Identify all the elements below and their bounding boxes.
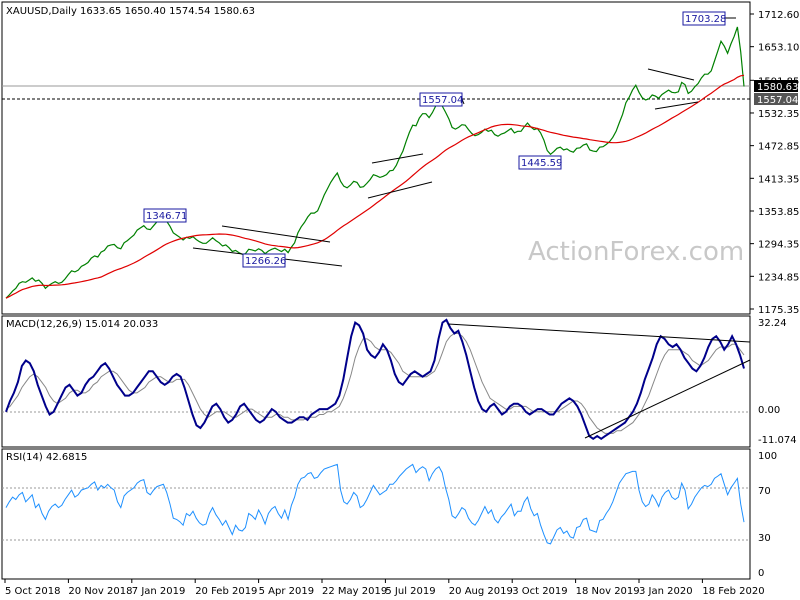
rsi-line xyxy=(5,463,745,545)
macd-line xyxy=(5,318,745,441)
x-tick-label: 3 Oct 2019 xyxy=(512,586,567,597)
macd-y-tick-label: 0.00 xyxy=(758,405,780,416)
price-y-tick-label: 1294.35 xyxy=(758,240,799,251)
price-y-tick-label: 1234.85 xyxy=(758,272,799,283)
flag-upper-line xyxy=(371,153,424,164)
macd-y-tick-label: 32.24 xyxy=(758,318,787,329)
rsi-y-tick-label: 70 xyxy=(758,486,771,497)
annotation-1703: 1703.28 xyxy=(685,14,726,25)
triangle-upper-line xyxy=(647,68,695,81)
x-tick-label: 3 Jan 2020 xyxy=(639,586,693,597)
rsi-y-tick-label: 100 xyxy=(758,451,777,462)
level-badge xyxy=(754,93,798,105)
price-right-labels: 1580.63 1557.04 xyxy=(754,80,798,106)
flag-lower-line xyxy=(367,181,433,199)
annotation-box-1703 xyxy=(682,11,726,26)
rsi-panel xyxy=(1,448,751,580)
x-tick-label: 5 Oct 2018 xyxy=(5,586,60,597)
macd-y-axis: 32.24 0.00 -11.074 xyxy=(758,318,797,446)
rsi-y-tick-label: 30 xyxy=(758,533,771,544)
annotation-1445: 1445.59 xyxy=(521,158,562,169)
price-series-line xyxy=(5,26,745,299)
rsi-y-axis: 100 70 30 0 xyxy=(758,451,777,579)
triangle-lower-line xyxy=(654,101,699,110)
price-y-tick-label: 1712.60 xyxy=(758,10,799,21)
x-tick-label: 18 Nov 2019 xyxy=(576,586,640,597)
macd-upper-trendline xyxy=(447,323,751,343)
x-tick-label: 20 Nov 2018 xyxy=(68,586,132,597)
price-y-tick-label: 1472.85 xyxy=(758,142,799,153)
x-axis: 5 Oct 2018 20 Nov 2018 7 Jan 2019 20 Feb 20… xyxy=(4,579,765,597)
watermark: ActionForex.com xyxy=(528,237,744,267)
price-y-tick-label: 1653.10 xyxy=(758,43,799,54)
price-y-tick-label: 1175.35 xyxy=(758,305,799,316)
macd-trendlines xyxy=(447,323,751,439)
annotation-box-1445 xyxy=(518,155,562,170)
rsi-label: RSI(14) 42.6815 xyxy=(6,452,87,463)
last-price-badge xyxy=(754,80,798,92)
wedge-upper-line xyxy=(221,225,331,243)
x-tick-label: 5 Jul 2019 xyxy=(385,586,435,597)
price-annotations: 1346.71 1266.26 1557.04 1445.59 1703.28 xyxy=(143,11,726,268)
macd-lower-trendline xyxy=(584,359,751,439)
macd-signal-line xyxy=(5,333,745,434)
x-tick-label: 20 Feb 2019 xyxy=(195,586,257,597)
x-tick-label: 5 Apr 2019 xyxy=(259,586,314,597)
last-price-label: 1580.63 xyxy=(757,82,798,93)
macd-label: MACD(12,26,9) 15.014 20.033 xyxy=(6,319,158,330)
x-tick-label: 18 Feb 2020 xyxy=(702,586,764,597)
price-y-axis: 1712.601653.101591.851532.351472.851413.… xyxy=(750,10,799,316)
level-label: 1557.04 xyxy=(757,95,798,106)
moving-average-line xyxy=(5,74,745,299)
annotation-box-1346 xyxy=(143,208,187,223)
annotation-1266: 1266.26 xyxy=(245,256,286,267)
annotation-1557: 1557.04 xyxy=(422,95,463,106)
price-panel xyxy=(1,1,751,315)
chart-header: XAUUSD,Daily 1633.65 1650.40 1574.54 158… xyxy=(6,6,255,17)
annotation-1346: 1346.71 xyxy=(146,211,187,222)
price-y-tick-label: 1532.35 xyxy=(758,109,799,120)
x-tick-label: 7 Jan 2019 xyxy=(132,586,186,597)
price-y-tick-label: 1413.35 xyxy=(758,174,799,185)
rsi-y-tick-label: 0 xyxy=(758,568,764,579)
annotation-box-1557 xyxy=(419,92,463,107)
price-y-tick-label: 1353.85 xyxy=(758,207,799,218)
x-tick-label: 22 May 2019 xyxy=(322,586,387,597)
x-tick-label: 20 Aug 2019 xyxy=(449,586,513,597)
annotation-box-1266 xyxy=(242,253,286,268)
macd-y-tick-label: -11.074 xyxy=(758,435,797,446)
macd-panel xyxy=(1,315,751,448)
